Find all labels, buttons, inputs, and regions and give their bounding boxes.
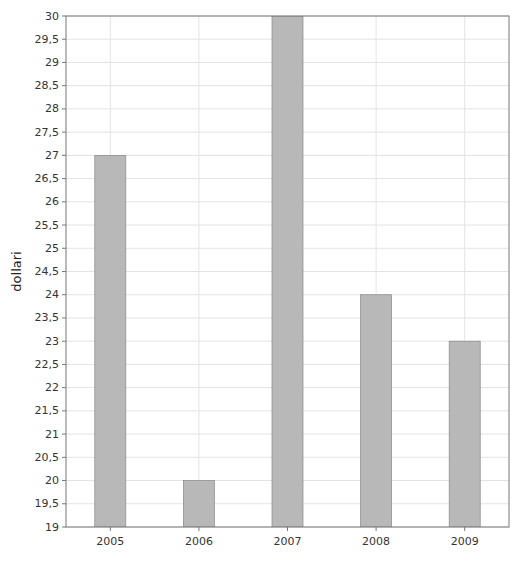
- y-tick-label: 25,5: [35, 219, 60, 232]
- y-tick-label: 22,5: [35, 358, 60, 371]
- y-tick: [62, 457, 66, 458]
- y-tick-label: 26,5: [35, 172, 60, 185]
- plot-frame: [66, 16, 509, 527]
- x-tick: [110, 527, 111, 531]
- y-tick: [62, 16, 66, 17]
- y-tick: [62, 294, 66, 295]
- grid: [66, 16, 509, 527]
- y-tick-label: 28,5: [35, 79, 60, 92]
- y-tick: [62, 62, 66, 63]
- bar: [449, 341, 480, 527]
- y-tick-label: 23: [45, 335, 59, 348]
- y-tick: [62, 503, 66, 504]
- y-tick-label: 24,5: [35, 265, 60, 278]
- y-tick-label: 29: [45, 56, 59, 69]
- x-tick-label: 2006: [185, 535, 213, 548]
- bar: [361, 295, 392, 527]
- y-tick: [62, 480, 66, 481]
- y-tick: [62, 341, 66, 342]
- y-tick-label: 20: [45, 474, 59, 487]
- y-tick: [62, 387, 66, 388]
- y-tick: [62, 434, 66, 435]
- y-tick-label: 22: [45, 381, 59, 394]
- y-tick: [62, 248, 66, 249]
- x-tick: [287, 527, 288, 531]
- y-tick-label: 27: [45, 149, 59, 162]
- y-tick-label: 23,5: [35, 311, 60, 324]
- y-tick: [62, 201, 66, 202]
- y-tick-label: 29,5: [35, 33, 60, 46]
- y-tick: [62, 155, 66, 156]
- x-grid-line: [198, 16, 199, 527]
- y-tick-label: 21: [45, 428, 59, 441]
- y-tick-label: 24: [45, 288, 59, 301]
- x-tick-label: 2008: [362, 535, 390, 548]
- y-tick: [62, 410, 66, 411]
- y-tick-label: 21,5: [35, 404, 60, 417]
- y-tick-label: 30: [45, 10, 59, 23]
- y-tick: [62, 527, 66, 528]
- y-tick: [62, 225, 66, 226]
- y-tick-label: 28: [45, 102, 59, 115]
- y-tick-label: 25: [45, 242, 59, 255]
- y-tick-label: 27,5: [35, 126, 60, 139]
- x-tick-label: 2005: [96, 535, 124, 548]
- x-tick-label: 2007: [274, 535, 302, 548]
- bar: [95, 155, 126, 527]
- y-tick-label: 19,5: [35, 497, 60, 510]
- axes: 19 19,5 20 20,5 21 21,5 22 22,5 23 23,5 24 24,5 25 25…: [35, 10, 479, 549]
- y-tick: [62, 108, 66, 109]
- y-tick-label: 19: [45, 521, 59, 534]
- y-tick: [62, 178, 66, 179]
- y-tick: [62, 317, 66, 318]
- bar: [272, 16, 303, 527]
- y-tick: [62, 271, 66, 272]
- x-tick: [376, 527, 377, 531]
- bars: [95, 16, 480, 527]
- y-tick-label: 26: [45, 195, 59, 208]
- chart-container: 19 19,5 20 20,5 21 21,5 22 22,5 23 23,5 24 24,5 25 25…: [0, 0, 525, 567]
- y-tick: [62, 364, 66, 365]
- y-tick: [62, 85, 66, 86]
- y-tick: [62, 39, 66, 40]
- x-tick: [464, 527, 465, 531]
- x-tick: [198, 527, 199, 531]
- y-tick: [62, 132, 66, 133]
- y-axis-label: dollari: [9, 251, 24, 291]
- chart-svg: 19 19,5 20 20,5 21 21,5 22 22,5 23 23,5 24 24,5 25 25…: [0, 0, 525, 567]
- x-tick-label: 2009: [451, 535, 479, 548]
- y-tick-label: 20,5: [35, 451, 60, 464]
- bar: [183, 481, 214, 527]
